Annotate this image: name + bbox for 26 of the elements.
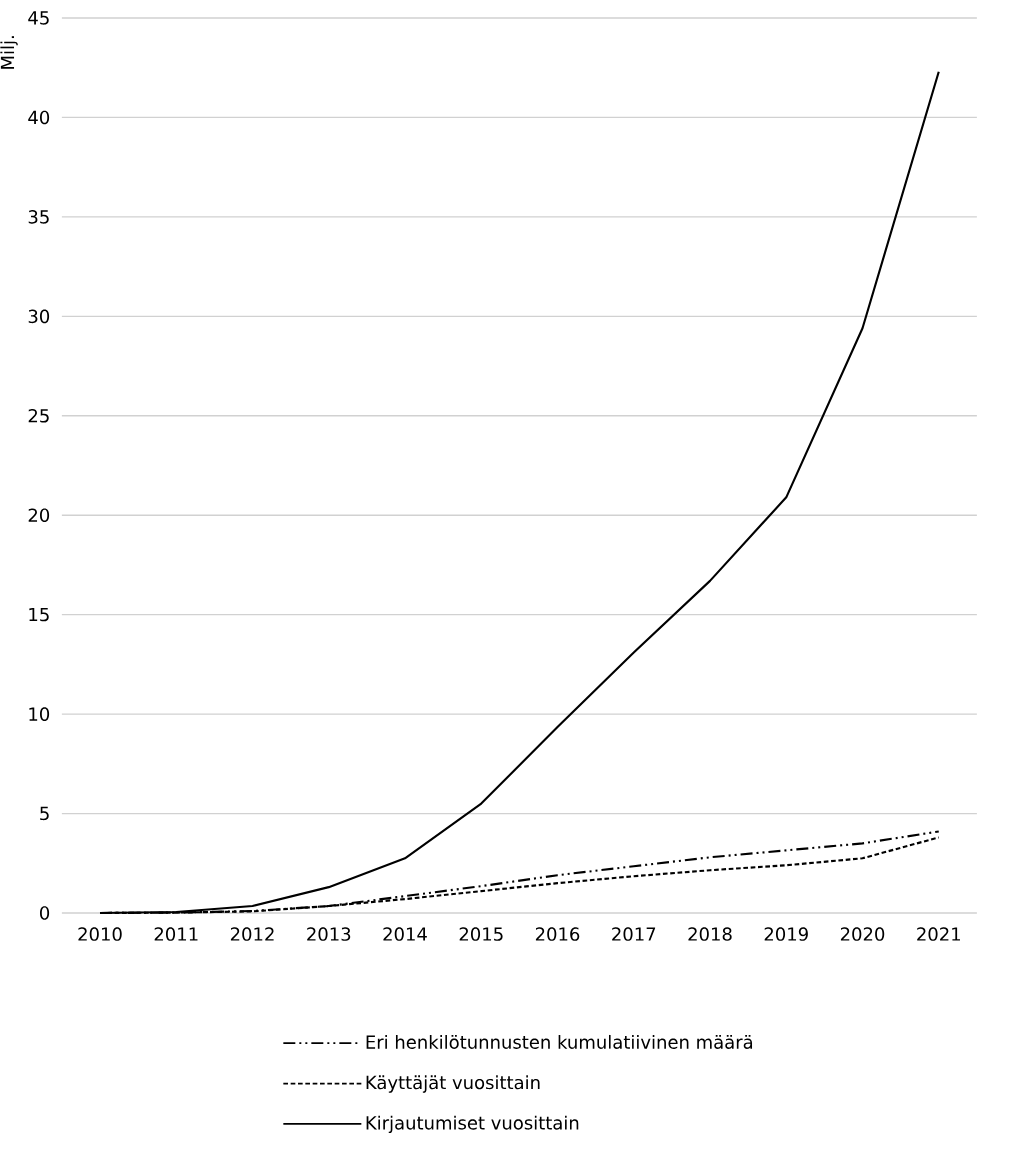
y-tick-label: 0 [40,906,50,920]
legend-label: Kirjautumiset vuosittain [366,1115,579,1134]
y-tick-label: 35 [28,210,49,224]
legend-label: Käyttäjät vuosittain [366,1075,540,1093]
y-axis-title: Milj. [0,36,18,69]
y-tick-label: 40 [28,110,50,125]
x-tick-label: 2021 [917,927,960,941]
x-tick-label: 2012 [230,927,274,941]
x-tick-label: 2016 [535,927,580,941]
x-tick-label: 2011 [154,927,198,941]
x-tick-label: 2015 [459,927,503,941]
x-tick-label: 2010 [78,927,122,941]
x-tick-label: 2019 [764,927,808,941]
y-tick-label: 10 [29,707,50,721]
legend-label: Eri henkilötunnusten kumulatiivinen määrä [366,1034,753,1049]
y-tick-label: 15 [29,607,49,622]
y-tick-label: 5 [40,806,49,821]
y-tick-label: 30 [28,309,50,324]
y-tick-label: 20 [28,508,50,523]
x-tick-label: 2014 [383,927,427,941]
y-tick-label: 25 [28,408,49,423]
x-tick-label: 2013 [307,927,351,941]
x-tick-label: 2020 [840,927,885,941]
x-tick-label: 2018 [688,927,732,941]
x-tick-label: 2017 [612,927,656,941]
y-tick-label: 45 [28,11,49,25]
